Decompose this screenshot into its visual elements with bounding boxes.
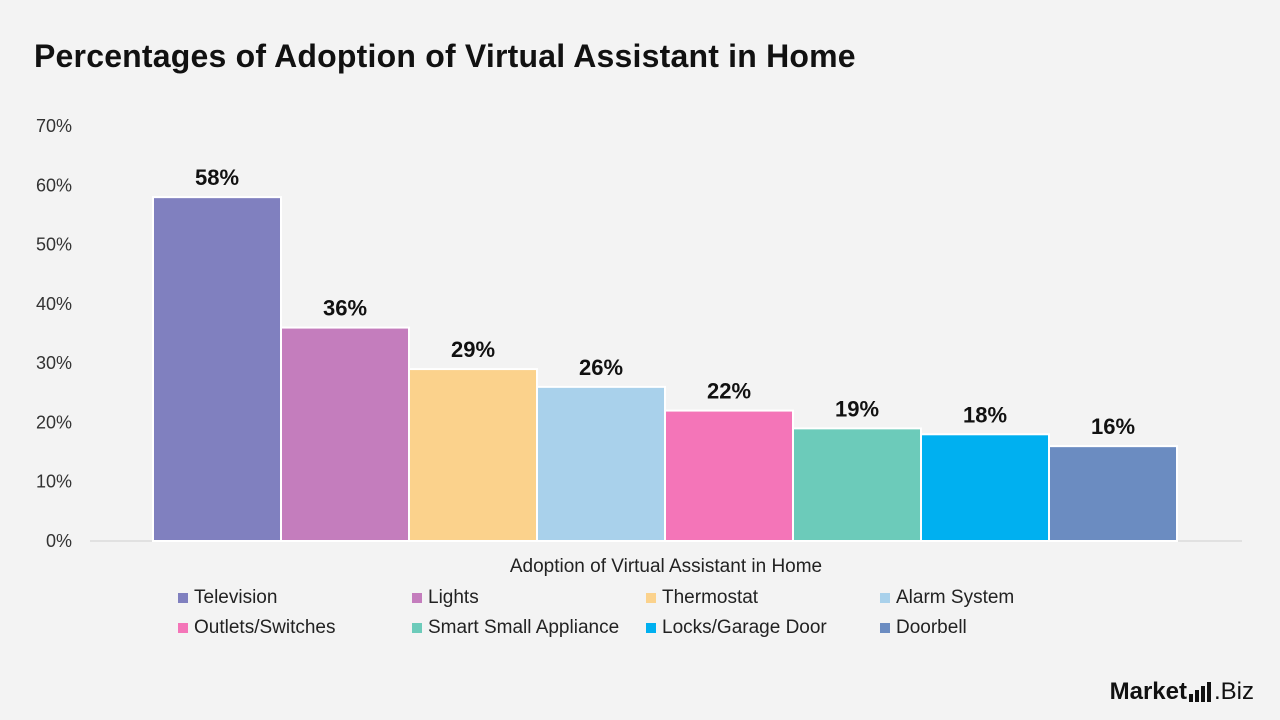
y-tick-label: 70% bbox=[36, 116, 72, 136]
y-tick-label: 10% bbox=[36, 472, 72, 492]
legend-swatch bbox=[178, 623, 188, 633]
legend-item: Smart Small Appliance bbox=[412, 617, 646, 638]
data-label: 19% bbox=[835, 396, 879, 421]
data-label: 26% bbox=[579, 355, 623, 380]
y-tick-label: 60% bbox=[36, 175, 72, 195]
legend-item: Alarm System bbox=[880, 587, 1114, 608]
brand-name-bold: Market bbox=[1109, 678, 1187, 705]
legend-swatch bbox=[646, 593, 656, 603]
data-label-group: 58% 36% 29% 26% 22% 19% 18% 16% bbox=[195, 165, 1135, 439]
legend-item: Doorbell bbox=[880, 617, 1114, 638]
legend-swatch bbox=[880, 623, 890, 633]
legend-label: Outlets/Switches bbox=[194, 617, 336, 638]
legend-swatch bbox=[178, 593, 188, 603]
data-label: 22% bbox=[707, 379, 751, 404]
bar-chart: 0% 10% 20% 30% 40% 50% 60% 70% 58% 36% 29% 26% 22% 1… bbox=[36, 116, 1242, 577]
bar-outlets-switches bbox=[664, 409, 794, 543]
data-label: 16% bbox=[1091, 414, 1135, 439]
legend: Television Lights Thermostat Alarm System Ou… bbox=[178, 587, 1114, 638]
legend-item: Lights bbox=[412, 587, 646, 608]
brand-logo: Market .Biz bbox=[1110, 678, 1254, 706]
bar-doorbell bbox=[1048, 445, 1178, 542]
data-label: 18% bbox=[963, 402, 1007, 427]
data-label: 58% bbox=[195, 165, 239, 190]
bar-alarm-system bbox=[536, 385, 666, 542]
signal-bars-icon bbox=[1188, 682, 1213, 702]
bar-smart-small-appliance bbox=[792, 427, 922, 543]
y-tick-label: 20% bbox=[36, 412, 72, 432]
bar-group bbox=[152, 196, 1178, 543]
legend-label: Television bbox=[194, 587, 278, 608]
legend-label: Doorbell bbox=[896, 617, 967, 638]
legend-label: Locks/Garage Door bbox=[662, 617, 827, 638]
chart-title: Percentages of Adoption of Virtual Assis… bbox=[34, 38, 856, 74]
legend-swatch bbox=[412, 623, 422, 633]
legend-label: Lights bbox=[428, 587, 479, 608]
legend-item: Locks/Garage Door bbox=[646, 617, 880, 638]
bar-thermostat bbox=[408, 368, 538, 543]
bar-television bbox=[152, 196, 282, 542]
y-tick-label: 0% bbox=[46, 531, 72, 551]
y-tick-label: 50% bbox=[36, 235, 72, 255]
x-axis-title: Adoption of Virtual Assistant in Home bbox=[510, 556, 822, 577]
y-tick-label: 40% bbox=[36, 294, 72, 314]
legend-swatch bbox=[412, 593, 422, 603]
legend-item: Television bbox=[178, 587, 412, 608]
bar-locks-garage-door bbox=[920, 433, 1050, 542]
brand-name-regular: .Biz bbox=[1213, 678, 1254, 705]
legend-swatch bbox=[646, 623, 656, 633]
legend-label: Thermostat bbox=[662, 587, 759, 608]
data-label: 29% bbox=[451, 337, 495, 362]
legend-label: Smart Small Appliance bbox=[428, 617, 620, 638]
y-tick-label: 30% bbox=[36, 353, 72, 373]
data-label: 36% bbox=[323, 296, 367, 321]
legend-label: Alarm System bbox=[896, 587, 1015, 608]
legend-item: Outlets/Switches bbox=[178, 617, 412, 638]
y-axis: 0% 10% 20% 30% 40% 50% 60% 70% bbox=[36, 116, 72, 551]
bar-lights bbox=[280, 326, 410, 543]
legend-item: Thermostat bbox=[646, 587, 880, 608]
legend-swatch bbox=[880, 593, 890, 603]
